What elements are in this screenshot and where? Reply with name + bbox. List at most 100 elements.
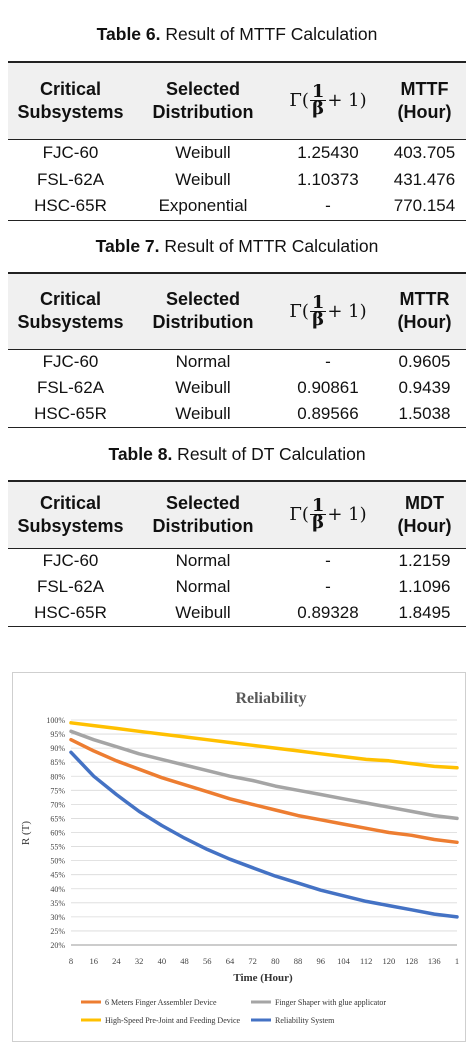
table-row: FSL-62A Normal - 1.1096: [8, 574, 466, 600]
cell-subsystem: FSL-62A: [36, 378, 105, 397]
y-tick-label: 45%: [50, 871, 65, 880]
cell-distribution: Normal: [175, 352, 231, 372]
table-7: Critical Subsystems Selected Distributio…: [8, 272, 466, 428]
header-critical-subsystems: Critical Subsystems: [8, 61, 133, 140]
cell-gamma: 0.90861: [297, 378, 359, 397]
header-selected-distribution: Selected Distribution: [133, 61, 273, 140]
header-mdt: MDT (Hour): [383, 480, 466, 549]
table-row: HSC-65R Weibull 0.89566 1.5038: [8, 401, 466, 428]
y-tick-label: 90%: [50, 744, 65, 753]
x-tick-label: 48: [180, 956, 189, 966]
table-row: FJC-60 Normal - 0.9605: [8, 349, 466, 375]
header-mttr: MTTR (Hour): [383, 272, 466, 350]
table-row: FSL-62A Weibull 1.10373 431.476: [8, 166, 466, 193]
cell-value: 770.154: [383, 193, 466, 221]
header-critical-subsystems: Critical Subsystems: [8, 480, 133, 549]
y-tick-label: 65%: [50, 814, 65, 823]
table-row: HSC-65R Weibull 0.89328 1.8495: [8, 600, 466, 627]
cell-distribution: Weibull: [133, 600, 273, 627]
x-tick-label: 40: [158, 956, 167, 966]
x-tick-label: 32: [135, 956, 144, 966]
table-6-caption-text: Result of MTTF Calculation: [160, 24, 378, 44]
table-6: Critical Subsystems Selected Distributio…: [8, 61, 466, 221]
series-line: [69, 737, 459, 845]
header-selected-distribution: Selected Distribution: [133, 480, 273, 549]
cell-value: 1.1096: [398, 577, 451, 596]
cell-gamma: -: [325, 577, 331, 596]
cell-distribution: Normal: [175, 577, 231, 596]
cell-value: 431.476: [393, 169, 456, 189]
cell-gamma: 1.25430: [297, 142, 359, 162]
cell-subsystem: FJC-60: [42, 142, 99, 162]
cell-subsystem: FJC-60: [42, 551, 99, 571]
table-6-caption-number: Table 6.: [96, 24, 161, 44]
cell-gamma: -: [273, 193, 383, 221]
header-mttf: MTTF (Hour): [383, 61, 466, 140]
y-tick-label: 95%: [50, 730, 65, 739]
series-line: [69, 729, 459, 821]
x-tick-label: 80: [271, 956, 280, 966]
legend-label: Finger Shaper with glue applicator: [275, 998, 386, 1007]
cell-value: 1.2159: [398, 551, 451, 571]
cell-subsystem: HSC-65R: [8, 193, 133, 221]
header-selected-distribution: Selected Distribution: [133, 272, 273, 350]
x-tick-label: 72: [248, 956, 257, 966]
y-axis-label: R (T): [20, 821, 32, 845]
y-tick-label: 85%: [50, 758, 65, 767]
y-tick-label: 75%: [50, 786, 65, 795]
y-tick-label: 25%: [50, 927, 65, 936]
cell-value: 1.8495: [383, 600, 466, 627]
y-tick-label: 70%: [50, 800, 65, 809]
cell-subsystem: HSC-65R: [8, 600, 133, 627]
cell-value: 0.9439: [398, 378, 451, 397]
x-tick-label: 120: [383, 956, 396, 966]
cell-distribution: Weibull: [175, 378, 231, 397]
table-row: FJC-60 Normal - 1.2159: [8, 548, 466, 574]
table-7-caption: Table 7. Result of MTTR Calculation: [0, 236, 474, 257]
y-tick-label: 20%: [50, 941, 65, 950]
y-tick-label: 80%: [50, 772, 65, 781]
cell-gamma: 1.10373: [297, 169, 359, 189]
y-tick-label: 55%: [50, 843, 65, 852]
table-8: Critical Subsystems Selected Distributio…: [8, 480, 466, 627]
cell-distribution: Normal: [175, 551, 231, 571]
table-8-caption-number: Table 8.: [108, 444, 173, 464]
table-8-caption: Table 8. Result of DT Calculation: [0, 444, 474, 465]
cell-distribution: Weibull: [175, 142, 231, 162]
x-axis-label: Time (Hour): [233, 972, 293, 984]
legend-label: Reliability System: [275, 1016, 335, 1025]
x-tick-label: 88: [294, 956, 303, 966]
y-tick-label: 35%: [50, 899, 65, 908]
header-gamma-formula: Γ(1 β + 1): [273, 61, 383, 140]
header-gamma-formula: Γ(1 β + 1): [273, 272, 383, 350]
table-7-caption-text: Result of MTTR Calculation: [159, 236, 379, 256]
cell-subsystem: FJC-60: [42, 352, 99, 372]
y-tick-label: 30%: [50, 913, 65, 922]
cell-subsystem: FSL-62A: [36, 169, 105, 189]
table-row: HSC-65R Exponential - 770.154: [8, 193, 466, 221]
x-tick-label: 16: [89, 956, 98, 966]
cell-subsystem: FSL-62A: [36, 577, 105, 596]
series-line: [69, 721, 459, 770]
table-row: FJC-60 Weibull 1.25430 403.705: [8, 139, 466, 166]
x-tick-label: 24: [112, 956, 121, 966]
series-line: [69, 750, 459, 919]
cell-gamma: -: [325, 352, 331, 372]
y-tick-label: 60%: [50, 829, 65, 838]
cell-value: 0.9605: [398, 352, 451, 372]
x-tick-label: 128: [405, 956, 418, 966]
x-tick-label: 104: [337, 956, 351, 966]
reliability-chart: 20% 25% 30% 35% 40% 45% 50% 55% 60% 65% 70% 75% 80% 8…: [12, 672, 466, 1042]
cell-distribution: Exponential: [133, 193, 273, 221]
x-tick-label: 8: [69, 956, 73, 966]
header-critical-subsystems: Critical Subsystems: [8, 272, 133, 350]
y-tick-label: 100%: [46, 716, 65, 725]
table-row: FSL-62A Weibull 0.90861 0.9439: [8, 375, 466, 401]
x-tick-label: 1: [455, 956, 459, 966]
cell-distribution: Weibull: [133, 401, 273, 428]
header-gamma-formula: Γ(1 β + 1): [273, 480, 383, 549]
table-8-caption-text: Result of DT Calculation: [172, 444, 366, 464]
cell-value: 1.5038: [383, 401, 466, 428]
table-7-caption-number: Table 7.: [95, 236, 160, 256]
legend-label: 6 Meters Finger Assembler Device: [105, 998, 217, 1007]
